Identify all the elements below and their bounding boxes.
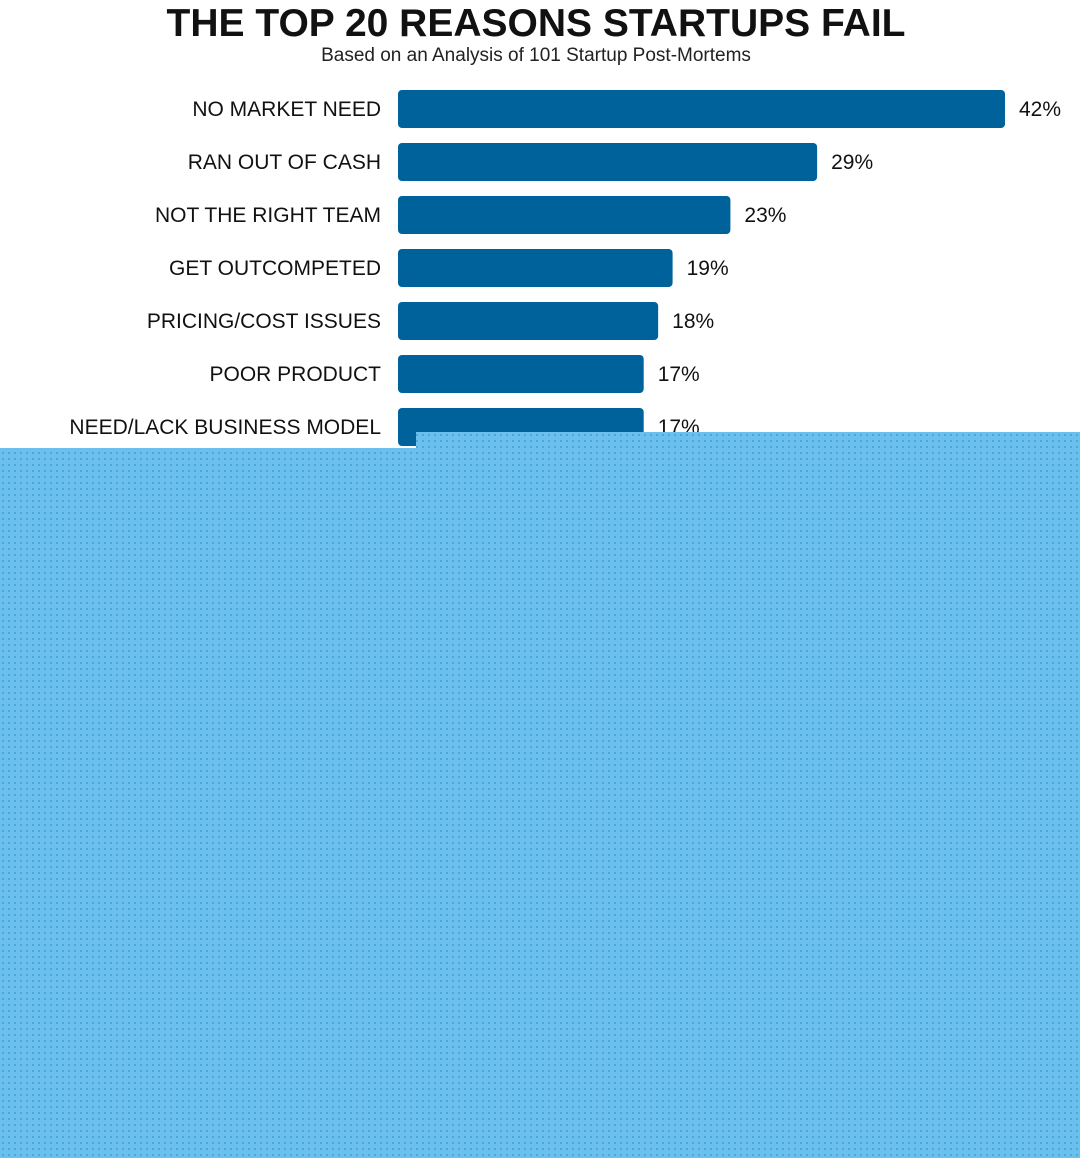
- category-label: RAN OUT OF CASH: [188, 151, 381, 174]
- bar: [398, 143, 818, 181]
- value-label: 19%: [687, 257, 729, 280]
- bar: [398, 302, 659, 340]
- category-label: NO MARKET NEED: [192, 98, 381, 121]
- value-label: 18%: [672, 310, 714, 333]
- category-label: GET OUTCOMPETED: [169, 257, 381, 280]
- bars-layer: NO MARKET NEED 42% RAN OUT OF CASH 29% NOT T…: [69, 90, 1061, 446]
- bar-row: GET OUTCOMPETED 19%: [169, 249, 729, 287]
- bar-row: POOR PRODUCT 17%: [209, 355, 700, 393]
- dotted-overlay-panel: [0, 448, 1080, 1158]
- value-label: 42%: [1019, 98, 1061, 121]
- chart-subtitle: Based on an Analysis of 101 Startup Post…: [321, 45, 751, 66]
- bar-row: RAN OUT OF CASH 29%: [188, 143, 873, 181]
- category-label: NOT THE RIGHT TEAM: [155, 204, 381, 227]
- value-label: 29%: [831, 151, 873, 174]
- bar-row: PRICING/COST ISSUES 18%: [147, 302, 714, 340]
- value-label: 23%: [744, 204, 786, 227]
- bar: [398, 249, 673, 287]
- category-label: NEED/LACK BUSINESS MODEL: [69, 416, 381, 439]
- bar: [398, 196, 731, 234]
- bar: [398, 90, 1005, 128]
- bar: [398, 355, 644, 393]
- value-label: 17%: [658, 363, 700, 386]
- bar-row: NOT THE RIGHT TEAM 23%: [155, 196, 786, 234]
- chart-title: THE TOP 20 REASONS STARTUPS FAIL: [167, 2, 906, 45]
- dotted-overlay-notch: [416, 432, 1080, 449]
- bar-row: NO MARKET NEED 42%: [192, 90, 1061, 128]
- category-label: PRICING/COST ISSUES: [147, 310, 381, 333]
- category-label: POOR PRODUCT: [209, 363, 381, 386]
